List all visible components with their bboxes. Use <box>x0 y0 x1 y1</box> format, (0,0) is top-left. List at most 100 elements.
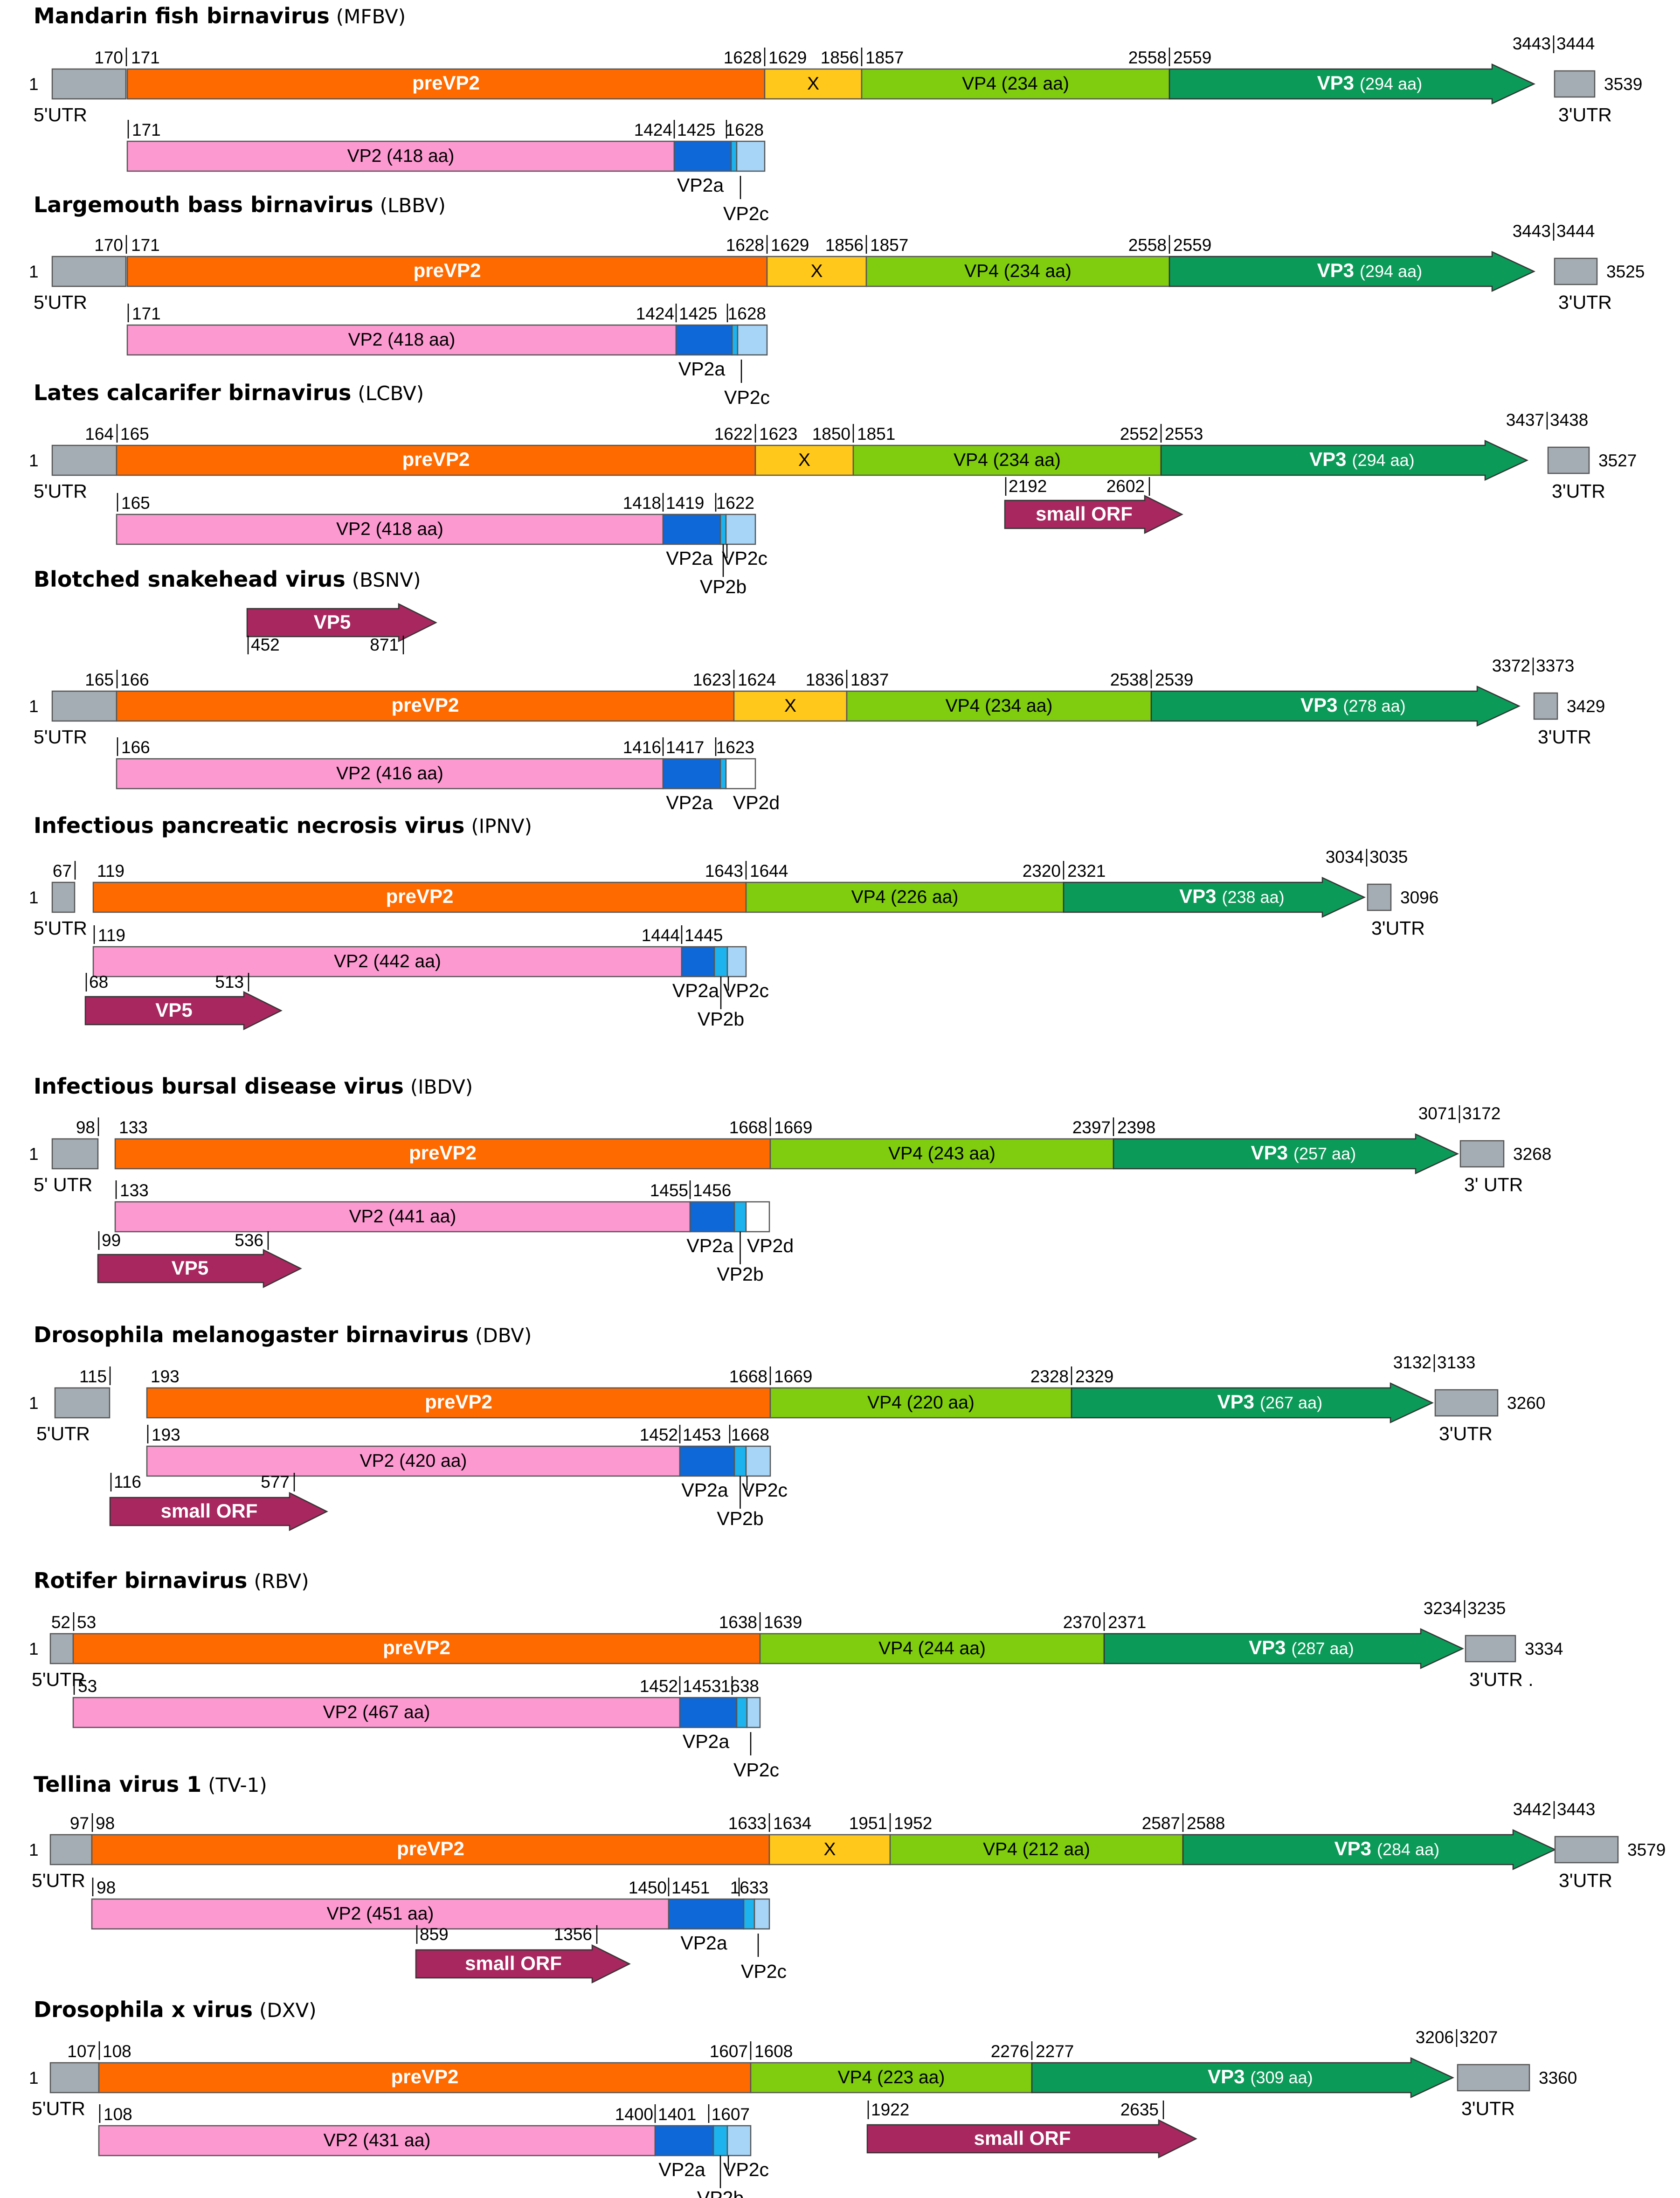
virus-panel-mfbv: Mandarin fish birnavirus (MFBV) 1 preVP2 X VP… <box>29 3 1642 224</box>
vp3-end-position: 3071 <box>1418 1104 1457 1123</box>
orf-start-position: 452 <box>251 635 280 654</box>
vp3-length: (294 aa) <box>1352 451 1415 470</box>
utr3-box <box>1547 446 1590 474</box>
virus-name: Tellina virus 1 <box>34 1772 201 1797</box>
vp2d-label: VP2d <box>733 792 780 813</box>
vp2a-segment <box>679 1445 735 1477</box>
vp4-label: VP4 (226 aa) <box>851 887 959 907</box>
vp4-start-position: 1669 <box>774 1118 812 1137</box>
vp2a-start-position: 1417 <box>666 738 704 757</box>
virus-panel-tv-1: Tellina virus 1 (TV-1) 1 preVP2 X VP4 (212 aa… <box>29 1772 1666 1984</box>
utr5-label: 5'UTR <box>32 1870 85 1891</box>
utr5-end-position: 97 <box>70 1814 89 1833</box>
vp2a-segment <box>673 140 732 172</box>
vp4-segment <box>889 1834 1184 1865</box>
vp2a-label: VP2a <box>680 1932 727 1954</box>
genome-total-length: 3527 <box>1598 451 1637 470</box>
utr3-start-position: 3172 <box>1462 1104 1500 1123</box>
virus-abbreviation: (TV-1) <box>208 1774 267 1796</box>
vp2-start-position: 133 <box>120 1181 149 1200</box>
prevp2-end-position: 1668 <box>729 1118 767 1137</box>
vp2b-segment <box>733 1445 747 1477</box>
utr3-start-position: 3207 <box>1459 2028 1498 2047</box>
vp3-label: VP3 <box>1217 1391 1254 1413</box>
vp4-end-position: 2552 <box>1120 424 1158 444</box>
vp3-length: (278 aa) <box>1343 696 1406 715</box>
utr3-label: 3'UTR <box>1538 726 1591 748</box>
vp2-split-position: 1400 <box>615 2105 653 2124</box>
prevp2-start-position: 171 <box>131 48 160 67</box>
x-segment <box>764 68 863 100</box>
virus-panel-lbbv: Largemouth bass birnavirus (LBBV) 1 preVP2 X… <box>29 192 1645 408</box>
utr3-label: 3'UTR <box>1461 2098 1515 2119</box>
prevp2-start-position: 108 <box>103 2042 131 2061</box>
prevp2-end-position: 1622 <box>714 424 753 444</box>
genome-start-position: 1 <box>29 1394 39 1413</box>
utr5-box <box>54 1387 111 1419</box>
vp2c-segment <box>737 324 768 356</box>
vp2-label: VP2 (418 aa) <box>348 330 456 350</box>
prevp2-label: preVP2 <box>392 694 459 716</box>
vp2-split-position: 1444 <box>642 926 680 945</box>
orf-end-position: 2602 <box>1106 477 1145 496</box>
vp4-end-position: 2397 <box>1072 1118 1111 1137</box>
vp2-label: VP2 (416 aa) <box>336 763 443 784</box>
utr3-start-position: 3373 <box>1536 656 1574 675</box>
vp2-segment <box>91 1898 670 1930</box>
orf-end-position: 536 <box>235 1231 263 1250</box>
prevp2-start-position: 53 <box>77 1613 96 1632</box>
utr3-box <box>1367 883 1392 911</box>
utr3-start-position: 3444 <box>1556 222 1595 241</box>
vp4-end-position: 2538 <box>1110 670 1148 689</box>
prevp2-end-position: 1668 <box>729 1367 767 1386</box>
vp2c-label: VP2c <box>722 548 767 569</box>
orf-label: small ORF <box>1036 503 1133 525</box>
virus-name: Infectious bursal disease virus <box>34 1074 404 1099</box>
vp2-segment <box>92 946 683 978</box>
vp2a-label: VP2a <box>666 548 712 569</box>
genome-start-position: 1 <box>29 262 39 281</box>
vp2a-label: VP2a <box>666 792 712 813</box>
genome-start-position: 1 <box>29 1840 39 1859</box>
utr5-end-position: 165 <box>85 670 114 689</box>
vp2a-label: VP2a <box>658 2159 705 2180</box>
vp2-label: VP2 (467 aa) <box>323 1702 430 1722</box>
vp2-end-position: 1623 <box>716 738 754 757</box>
prevp2-start-position: 98 <box>96 1814 115 1833</box>
vp2-split-position: 1424 <box>636 304 674 323</box>
orf-end-position: 1356 <box>554 1925 592 1944</box>
utr3-label: 3'UTR . <box>1469 1669 1534 1690</box>
genome-total-length: 3268 <box>1513 1144 1551 1164</box>
prevp2-end-position: 1623 <box>693 670 731 689</box>
vp2a-segment <box>679 1697 738 1728</box>
x-end-position: 1850 <box>812 424 850 444</box>
vp2-label: VP2 (431 aa) <box>324 2130 431 2150</box>
vp3-length: (287 aa) <box>1292 1639 1354 1658</box>
virus-panel-ipnv: Infectious pancreatic necrosis virus (IPN… <box>29 813 1438 1031</box>
vp2c-segment <box>726 2125 752 2156</box>
orf-end-position: 513 <box>215 972 244 992</box>
vp3-length: (309 aa) <box>1251 2068 1313 2087</box>
genome-total-length: 3539 <box>1604 75 1642 94</box>
utr5-label: 5'UTR <box>36 1423 90 1444</box>
vp2a-label: VP2a <box>677 174 724 196</box>
utr5-box <box>49 1633 74 1664</box>
virus-name: Rotifer birnavirus <box>34 1568 247 1593</box>
vp3-start-position: 2329 <box>1075 1367 1113 1386</box>
vp2-start-position: 165 <box>121 493 150 513</box>
prevp2-end-position: 1643 <box>705 861 743 881</box>
vp2b-label: VP2b <box>717 1263 763 1285</box>
virus-name: Drosophila melanogaster birnavirus <box>34 1322 469 1347</box>
vp3-label: VP3 <box>1317 259 1354 281</box>
vp2a-start-position: 1445 <box>684 926 723 945</box>
genome-total-length: 3334 <box>1525 1639 1563 1658</box>
vp3-end-position: 3034 <box>1326 847 1364 867</box>
vp3-length: (238 aa) <box>1222 888 1285 907</box>
vp2b-label: VP2b <box>698 1008 744 1030</box>
vp3-arrow <box>1113 1133 1459 1174</box>
vp2c-segment <box>745 1445 771 1477</box>
orf-start-position: 859 <box>420 1925 449 1944</box>
orf-arrow <box>97 1248 302 1289</box>
utr5-end-position: 67 <box>53 861 72 881</box>
vp2-segment <box>126 324 677 356</box>
